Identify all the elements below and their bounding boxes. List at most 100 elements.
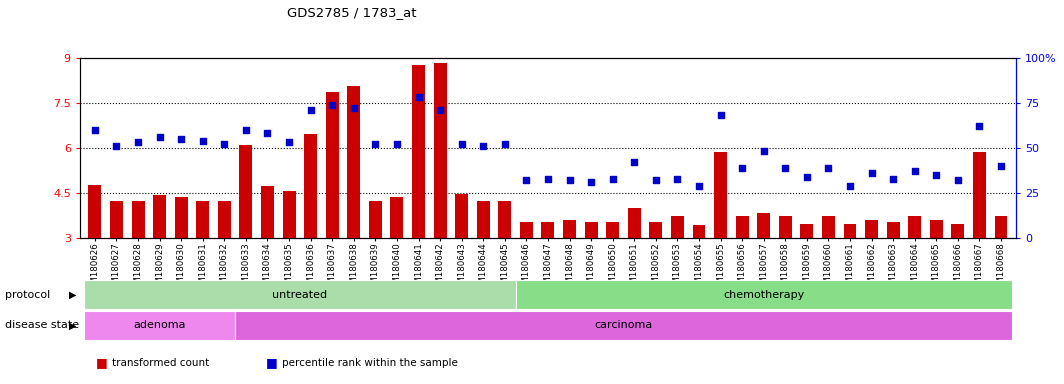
Point: [626, 159, 643, 166]
Text: disease state: disease state: [5, 320, 80, 331]
Point: [302, 107, 319, 113]
Point: [237, 127, 254, 133]
Bar: [972, 152, 986, 238]
Bar: [84, 280, 516, 309]
Bar: [520, 222, 533, 238]
Bar: [865, 220, 878, 238]
Bar: [153, 195, 166, 238]
Bar: [326, 92, 338, 238]
Text: untreated: untreated: [272, 290, 328, 300]
Bar: [735, 217, 749, 238]
Bar: [542, 222, 554, 238]
Text: ■: ■: [96, 356, 107, 369]
Bar: [412, 65, 425, 238]
Bar: [434, 63, 447, 238]
Point: [86, 127, 103, 133]
Point: [496, 141, 513, 147]
Bar: [455, 194, 468, 238]
Bar: [951, 223, 964, 238]
Bar: [930, 220, 943, 238]
Point: [107, 143, 124, 149]
Bar: [563, 220, 576, 238]
Point: [195, 137, 212, 144]
Bar: [110, 201, 123, 238]
Bar: [132, 201, 145, 238]
Bar: [304, 134, 317, 238]
Bar: [218, 201, 231, 238]
Bar: [671, 217, 684, 238]
Point: [712, 112, 729, 118]
Point: [647, 177, 664, 184]
Point: [172, 136, 189, 142]
Point: [755, 148, 772, 154]
Point: [539, 175, 556, 182]
Bar: [628, 208, 641, 238]
Bar: [758, 212, 770, 238]
Bar: [84, 311, 235, 340]
Bar: [995, 217, 1008, 238]
Point: [432, 107, 449, 113]
Text: ■: ■: [266, 356, 278, 369]
Point: [777, 165, 794, 171]
Bar: [649, 222, 662, 238]
Bar: [714, 152, 727, 238]
Bar: [606, 222, 619, 238]
Point: [388, 141, 405, 147]
Text: ▶: ▶: [68, 290, 77, 300]
Point: [907, 168, 924, 174]
Point: [453, 141, 470, 147]
Text: protocol: protocol: [5, 290, 51, 300]
Text: transformed count: transformed count: [112, 358, 209, 368]
Point: [475, 143, 492, 149]
Point: [410, 94, 427, 100]
Point: [259, 130, 276, 136]
Bar: [498, 201, 512, 238]
Text: chemotherapy: chemotherapy: [724, 290, 804, 300]
Point: [604, 175, 621, 182]
Point: [583, 179, 600, 185]
Point: [971, 123, 988, 129]
Bar: [844, 223, 857, 238]
Bar: [239, 145, 252, 238]
Point: [691, 183, 708, 189]
Point: [863, 170, 880, 176]
Bar: [347, 86, 361, 238]
Bar: [584, 222, 598, 238]
Bar: [822, 217, 835, 238]
Point: [733, 165, 750, 171]
Point: [346, 105, 363, 111]
Point: [798, 174, 815, 180]
Bar: [909, 217, 921, 238]
Bar: [261, 186, 273, 238]
Point: [518, 177, 535, 184]
Bar: [235, 311, 1012, 340]
Text: adenoma: adenoma: [133, 320, 186, 331]
Bar: [693, 225, 705, 238]
Text: GDS2785 / 1783_at: GDS2785 / 1783_at: [287, 6, 417, 19]
Text: ▶: ▶: [68, 320, 77, 331]
Bar: [390, 197, 403, 238]
Bar: [886, 222, 900, 238]
Point: [281, 139, 298, 146]
Text: carcinoma: carcinoma: [595, 320, 652, 331]
Point: [130, 139, 147, 146]
Point: [561, 177, 578, 184]
Text: percentile rank within the sample: percentile rank within the sample: [282, 358, 458, 368]
Bar: [516, 280, 1012, 309]
Bar: [196, 201, 210, 238]
Point: [884, 175, 901, 182]
Bar: [800, 223, 813, 238]
Bar: [88, 185, 101, 238]
Bar: [779, 217, 792, 238]
Point: [820, 165, 837, 171]
Point: [151, 134, 168, 140]
Bar: [174, 197, 187, 238]
Point: [949, 177, 966, 184]
Bar: [369, 201, 382, 238]
Point: [216, 141, 233, 147]
Point: [928, 172, 945, 178]
Point: [842, 183, 859, 189]
Point: [367, 141, 384, 147]
Point: [669, 175, 686, 182]
Point: [993, 163, 1010, 169]
